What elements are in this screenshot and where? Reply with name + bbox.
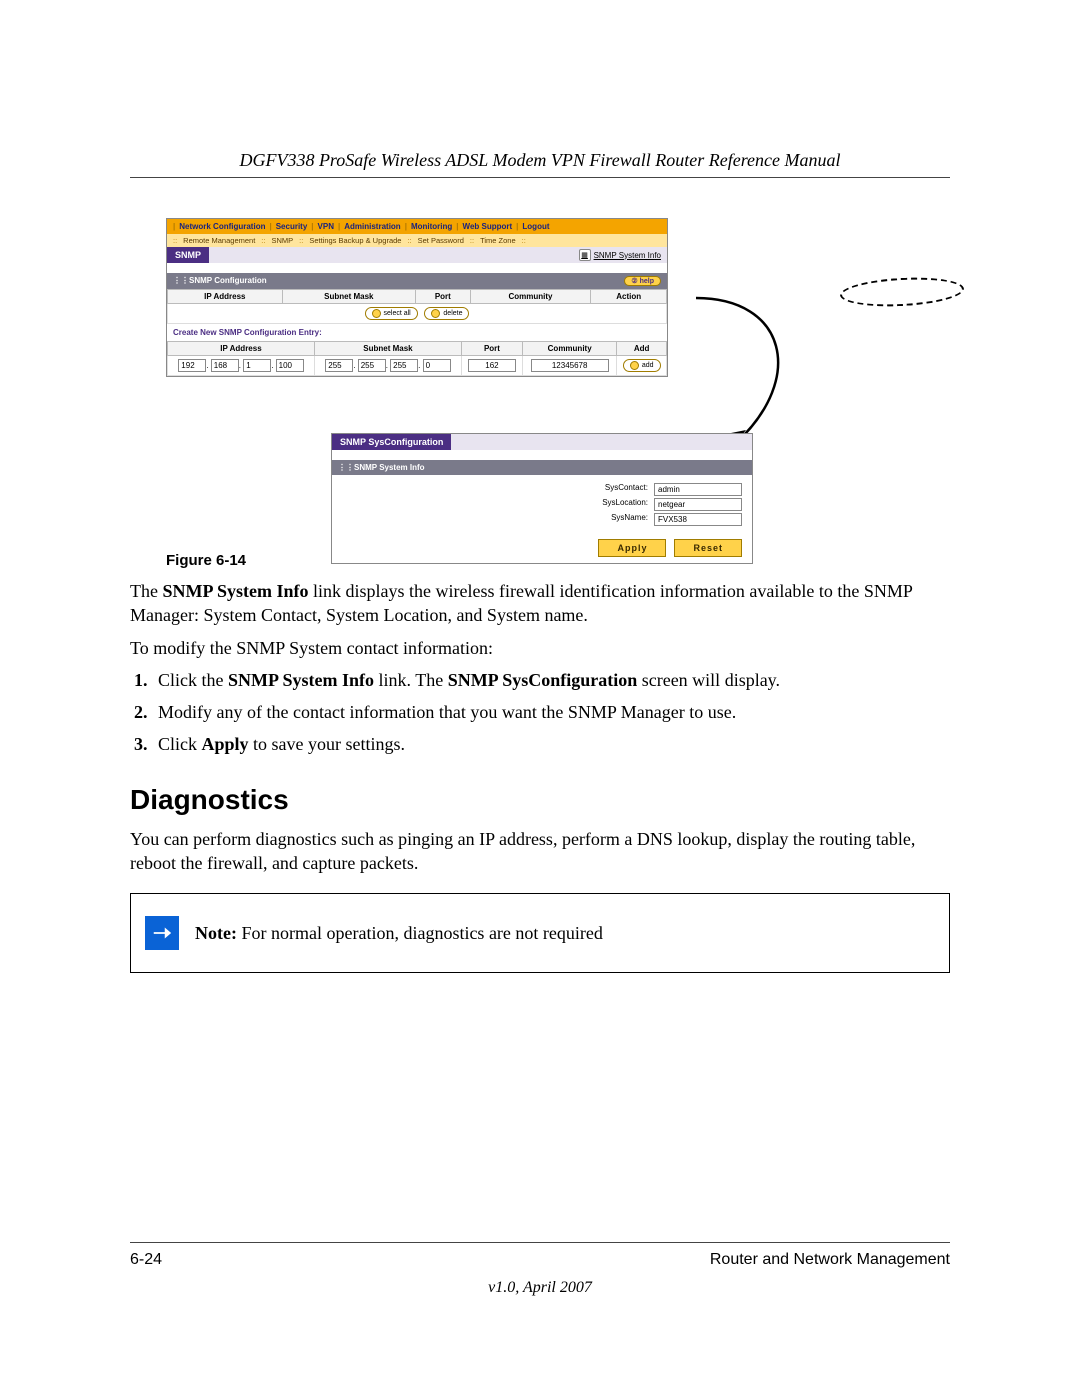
create-entry-label: Create New SNMP Configuration Entry: [167,324,667,341]
snmp-table: IP Address Subnet Mask Port Community Ac… [167,289,667,324]
mask-octet-input[interactable]: 255 [358,359,386,372]
ip-octet-input[interactable]: 192 [178,359,206,372]
sysinfo-section-title: SNMP System Info [354,463,425,472]
col-community: Community [470,290,591,304]
subnav-item[interactable]: Settings Backup & Upgrade [309,236,401,245]
mask-octet-input[interactable]: 0 [423,359,451,372]
col-mask: Subnet Mask [282,290,416,304]
nav-item[interactable]: Network Configuration [179,222,265,231]
subnav-item[interactable]: SNMP [271,236,293,245]
chapter-title: Router and Network Management [710,1251,950,1269]
top-nav: | Network Configuration| Security| VPN| … [167,219,667,234]
mask-octet-input[interactable]: 255 [390,359,418,372]
note-text: Note: For normal operation, diagnostics … [195,921,603,945]
tab-sysconfig[interactable]: SNMP SysConfiguration [332,434,451,450]
nav-item[interactable]: Monitoring [411,222,452,231]
paragraph: The SNMP System Info link displays the w… [130,579,950,628]
ip-octet-input[interactable]: 168 [211,359,239,372]
ip-octet-input[interactable]: 100 [276,359,304,372]
create-entry-table: IP Address Subnet Mask Port Community Ad… [167,341,667,376]
ip-octet-input[interactable]: 1 [243,359,271,372]
snmp-system-info-label: SNMP System Info [594,251,661,260]
nav-item[interactable]: VPN [318,222,334,231]
col-ip: IP Address [168,290,283,304]
page-number: 6-24 [130,1251,162,1269]
section-title: SNMP Configuration [189,276,267,286]
version-text: v1.0, April 2007 [130,1279,950,1297]
sub-nav: ::Remote Management ::SNMP ::Settings Ba… [167,234,667,247]
step-item: Click Apply to save your settings. [152,732,950,756]
col2-port: Port [461,342,522,356]
mask-octet-input[interactable]: 255 [325,359,353,372]
sysconfig-panel: SNMP SysConfiguration ⋮⋮ SNMP System Inf… [331,433,753,564]
paragraph: To modify the SNMP System contact inform… [130,636,950,660]
col-port: Port [416,290,470,304]
nav-item[interactable]: Web Support [463,222,513,231]
subnav-item[interactable]: Remote Management [183,236,255,245]
sysname-input[interactable]: FVX538 [654,513,742,526]
col2-mask: Subnet Mask [314,342,461,356]
document-title: DGFV338 ProSafe Wireless ADSL Modem VPN … [130,150,950,177]
tab-row: SNMP ▦ SNMP System Info [167,247,667,263]
syscontact-label: SysContact: [605,483,648,496]
section-header: ⋮⋮ SNMP Configuration ② help [167,273,667,289]
nav-item[interactable]: Security [276,222,308,231]
note-arrow-icon [145,916,179,950]
syslocation-label: SysLocation: [602,498,648,511]
delete-button[interactable]: delete [424,307,469,320]
col2-community: Community [522,342,616,356]
annotation-circle [839,275,964,309]
section-heading-diagnostics: Diagnostics [130,781,950,819]
document-icon: ▦ [579,249,591,261]
sysname-label: SysName: [611,513,648,526]
community-input[interactable]: 12345678 [531,359,609,372]
syslocation-input[interactable]: netgear [654,498,742,511]
step-item: Click the SNMP System Info link. The SNM… [152,668,950,692]
tab-snmp[interactable]: SNMP [167,247,209,263]
col2-ip: IP Address [168,342,315,356]
syscontact-input[interactable]: admin [654,483,742,496]
snmp-system-info-link[interactable]: ▦ SNMP System Info [579,249,661,261]
step-item: Modify any of the contact information th… [152,700,950,724]
page-footer: 6-24 Router and Network Management v1.0,… [130,1242,950,1297]
nav-item[interactable]: Administration [344,222,400,231]
nav-item[interactable]: Logout [522,222,549,231]
subnav-item[interactable]: Set Password [418,236,464,245]
select-all-button[interactable]: select all [365,307,418,320]
note-box: Note: For normal operation, diagnostics … [130,893,950,973]
figure-screenshot: | Network Configuration| Security| VPN| … [166,218,950,548]
help-button[interactable]: ② help [624,276,661,286]
port-input[interactable]: 162 [468,359,516,372]
steps-list: Click the SNMP System Info link. The SNM… [130,668,950,757]
router-panel: | Network Configuration| Security| VPN| … [166,218,668,377]
sysinfo-section-header: ⋮⋮ SNMP System Info [332,460,752,475]
subnav-item[interactable]: Time Zone [480,236,516,245]
header-rule [130,177,950,178]
reset-button[interactable]: Reset [674,539,742,557]
paragraph: You can perform diagnostics such as ping… [130,827,950,876]
apply-button[interactable]: Apply [598,539,666,557]
